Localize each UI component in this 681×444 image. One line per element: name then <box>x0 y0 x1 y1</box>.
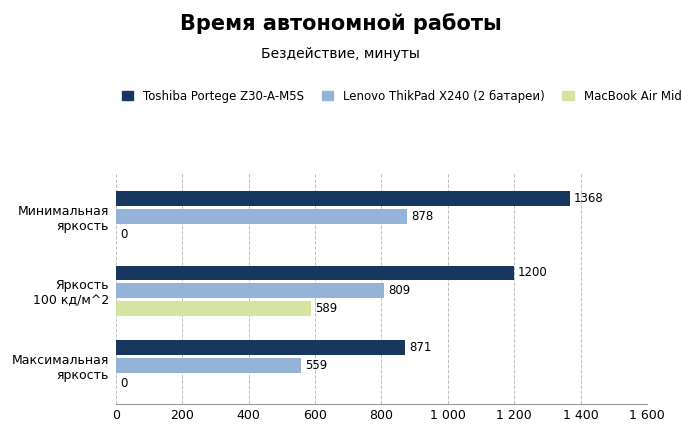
Text: 871: 871 <box>409 341 431 354</box>
Text: Бездействие, минуты: Бездействие, минуты <box>261 47 420 61</box>
Text: 809: 809 <box>388 284 411 297</box>
Bar <box>116 209 407 224</box>
Text: 1368: 1368 <box>574 192 603 205</box>
Bar <box>116 283 384 298</box>
Text: 589: 589 <box>315 302 338 315</box>
Text: 878: 878 <box>411 210 434 223</box>
Legend: Toshiba Portege Z30-A-M5S, Lenovo ThikPad X240 (2 батареи), MacBook Air Mid 2013: Toshiba Portege Z30-A-M5S, Lenovo ThikPa… <box>122 90 681 103</box>
Bar <box>116 301 311 316</box>
Bar <box>116 191 570 206</box>
Text: Время автономной работы: Время автономной работы <box>180 13 501 34</box>
Text: 0: 0 <box>120 377 127 390</box>
Text: 559: 559 <box>305 359 328 372</box>
Bar <box>116 358 302 373</box>
Bar <box>116 266 514 281</box>
Text: 1200: 1200 <box>518 266 548 279</box>
Bar <box>116 340 405 355</box>
Text: 0: 0 <box>120 228 127 241</box>
